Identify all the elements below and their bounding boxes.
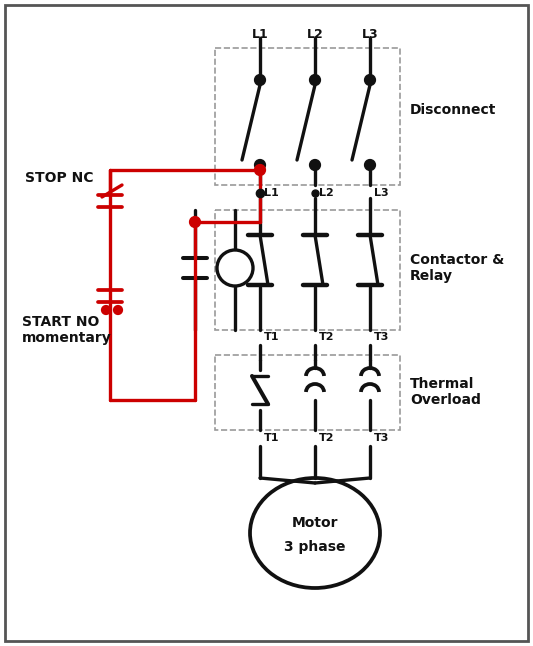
Bar — [215, 48, 400, 185]
Text: L1: L1 — [264, 188, 279, 198]
Circle shape — [114, 306, 122, 314]
Circle shape — [310, 160, 320, 170]
Text: L1: L1 — [252, 28, 269, 41]
Circle shape — [255, 75, 265, 85]
Text: Thermal
Overload: Thermal Overload — [410, 377, 481, 407]
Text: T1: T1 — [264, 433, 279, 443]
Text: Contactor &
Relay: Contactor & Relay — [410, 253, 504, 283]
Circle shape — [365, 75, 375, 85]
Text: L3: L3 — [374, 188, 389, 198]
Text: START NO
momentary: START NO momentary — [22, 315, 112, 345]
Circle shape — [102, 306, 110, 314]
Bar — [215, 210, 400, 330]
Text: L2: L2 — [306, 28, 324, 41]
Text: T1: T1 — [264, 332, 279, 342]
Text: L3: L3 — [362, 28, 378, 41]
Text: T3: T3 — [374, 332, 390, 342]
Text: 3 phase: 3 phase — [284, 540, 346, 554]
Bar — [215, 355, 400, 430]
Text: L2: L2 — [319, 188, 334, 198]
Circle shape — [255, 165, 265, 175]
Text: Disconnect: Disconnect — [410, 103, 496, 117]
Text: STOP NC: STOP NC — [25, 171, 93, 185]
Text: T3: T3 — [374, 433, 390, 443]
FancyBboxPatch shape — [5, 5, 528, 641]
Circle shape — [255, 160, 265, 170]
Text: T2: T2 — [319, 433, 335, 443]
Circle shape — [190, 217, 200, 227]
Text: T2: T2 — [319, 332, 335, 342]
Text: Motor: Motor — [292, 516, 338, 530]
Circle shape — [310, 75, 320, 85]
Circle shape — [365, 160, 375, 170]
